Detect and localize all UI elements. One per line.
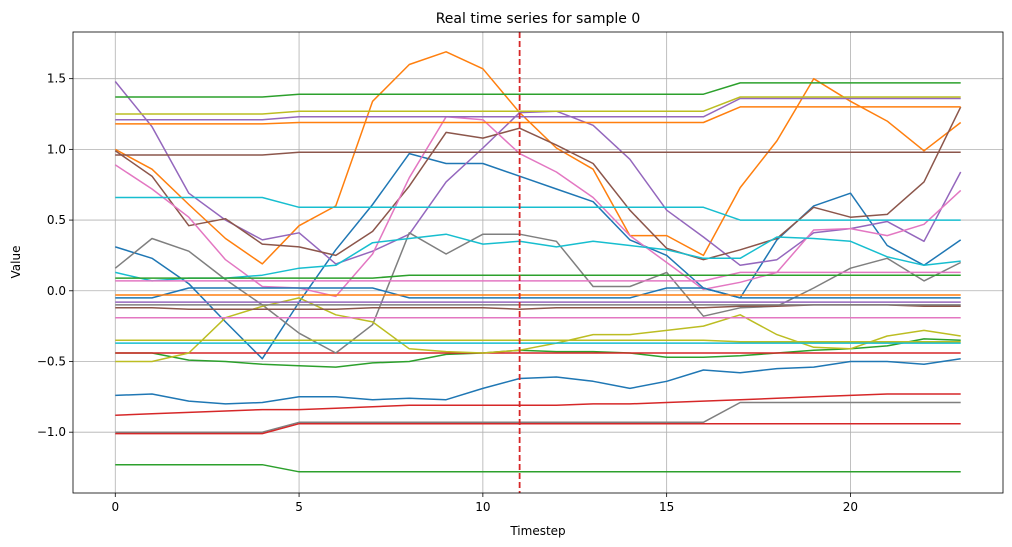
series-line-16 bbox=[115, 151, 961, 156]
x-tick-label: 15 bbox=[659, 500, 674, 514]
series-line-31 bbox=[115, 463, 961, 473]
series-line-13 bbox=[115, 82, 961, 98]
x-tick-label: 5 bbox=[295, 500, 303, 514]
series-line-24 bbox=[115, 422, 961, 435]
series-line-15 bbox=[115, 97, 961, 121]
y-axis-ticks: −1.0 −0.5 0.0 0.5 1.0 1.5 bbox=[37, 72, 73, 439]
series-line-10 bbox=[115, 233, 961, 282]
chart-title: Real time series for sample 0 bbox=[436, 11, 641, 27]
y-tick-label: 0.0 bbox=[47, 284, 66, 298]
y-axis-label: Value bbox=[9, 246, 23, 279]
series-line-19 bbox=[115, 96, 961, 115]
y-tick-label: 1.0 bbox=[47, 142, 66, 156]
x-tick-label: 10 bbox=[475, 500, 490, 514]
series-line-18 bbox=[115, 401, 961, 433]
y-tick-label: 0.5 bbox=[47, 213, 66, 227]
series-line-11 bbox=[115, 357, 961, 405]
series-line-9 bbox=[115, 297, 961, 363]
plot-frame bbox=[72, 31, 1004, 494]
y-tick-label: −1.0 bbox=[37, 425, 66, 439]
series-line-14 bbox=[115, 393, 961, 416]
x-tick-label: 0 bbox=[111, 500, 119, 514]
x-tick-label: 20 bbox=[843, 500, 858, 514]
x-axis-ticks: 0 5 10 15 20 bbox=[111, 493, 858, 514]
series-line-23 bbox=[115, 274, 961, 279]
series-line-8 bbox=[114, 232, 962, 354]
series-line-3 bbox=[115, 338, 961, 368]
y-tick-label: 1.5 bbox=[47, 72, 66, 86]
series-line-12 bbox=[115, 106, 961, 125]
series-line-7 bbox=[114, 116, 962, 298]
series-line-20 bbox=[115, 196, 961, 221]
series-lines bbox=[114, 51, 962, 473]
series-line-17 bbox=[115, 271, 961, 282]
series-line-29 bbox=[115, 339, 961, 343]
series-line-6 bbox=[114, 106, 962, 261]
series-line-21 bbox=[115, 287, 961, 299]
x-axis-label: Timestep bbox=[509, 524, 565, 538]
y-tick-label: −0.5 bbox=[37, 354, 66, 368]
